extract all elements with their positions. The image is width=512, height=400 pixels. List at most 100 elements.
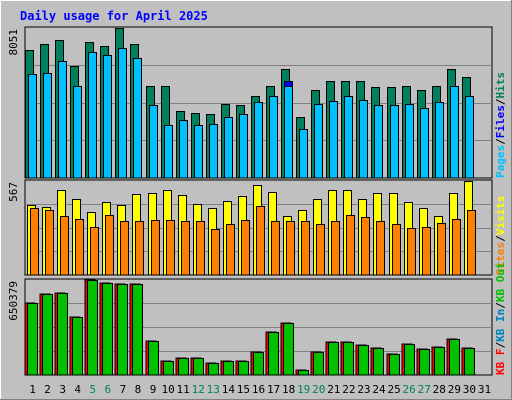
day-label: 25 — [387, 383, 400, 396]
bar-pages — [209, 124, 218, 179]
day-label: 4 — [74, 383, 81, 396]
bar-pages — [149, 105, 158, 179]
legend-separator: / — [494, 138, 507, 145]
legend: KB F/KB In/KB Out — [494, 262, 507, 375]
legend-hits: Hits — [494, 72, 507, 99]
day-label: 19 — [297, 383, 310, 396]
bar-sites — [452, 219, 461, 276]
bar-kb-out — [208, 363, 219, 376]
bar-sites — [90, 227, 99, 276]
max-label: 8051 — [7, 29, 20, 56]
bar-pages — [314, 104, 323, 179]
legend-separator: / — [494, 235, 507, 242]
bar-kb-out — [132, 284, 143, 376]
day-label: 18 — [282, 383, 295, 396]
bar-kb-out — [268, 332, 279, 376]
bar-pages — [269, 96, 278, 179]
bar-kb-out — [328, 342, 339, 376]
legend-files: Files — [494, 105, 507, 138]
day-label: 7 — [120, 383, 127, 396]
bar-kb-out — [449, 339, 460, 376]
day-label: 3 — [59, 383, 66, 396]
bar-kb-out — [434, 347, 445, 376]
legend-kb-out: KB Out — [494, 262, 507, 302]
legend-separator: / — [494, 302, 507, 309]
bar-sites — [45, 210, 54, 276]
day-label: 5 — [89, 383, 96, 396]
bar-sites — [105, 215, 114, 276]
day-label: 11 — [177, 383, 190, 396]
day-label: 14 — [222, 383, 236, 396]
bar-sites — [211, 229, 220, 276]
day-label: 9 — [150, 383, 157, 396]
day-label: 22 — [342, 383, 355, 396]
bar-pages — [164, 125, 173, 179]
bar-pages — [435, 102, 444, 179]
legend-visits: Visits — [494, 196, 507, 236]
bar-sites — [437, 223, 446, 276]
bar-sites — [226, 224, 235, 276]
day-label: 30 — [463, 383, 476, 396]
bar-kb-out — [253, 352, 264, 376]
bar-sites — [392, 224, 401, 276]
bar-pages — [405, 104, 414, 179]
bar-kb-out — [358, 345, 369, 376]
bar-pages — [103, 55, 112, 179]
bar-pages — [73, 86, 82, 179]
bar-kb-out — [117, 284, 128, 376]
bar-sites — [166, 220, 175, 276]
chart-panels: 8051Pages/Files/Hits567Sites/Visits65037… — [7, 26, 507, 376]
bar-kb-out — [193, 358, 204, 376]
bar-kb-out — [298, 370, 309, 376]
bar-kb-out — [343, 342, 354, 376]
legend-sites: Sites — [494, 242, 507, 275]
bar-sites — [241, 220, 250, 276]
bar-sites — [361, 217, 370, 276]
day-label: 8 — [135, 383, 142, 396]
bar-pages — [374, 105, 383, 179]
day-label: 15 — [237, 383, 250, 396]
bar-kb-out — [283, 323, 294, 376]
bar-sites — [316, 224, 325, 276]
bar-sites — [407, 228, 416, 276]
bar-sites — [60, 216, 69, 276]
bar-pages — [43, 73, 52, 179]
bar-sites — [467, 210, 476, 276]
bar-sites — [256, 206, 265, 276]
bar-pages — [465, 96, 474, 179]
day-label: 13 — [207, 383, 220, 396]
bar-kb-out — [72, 317, 83, 376]
bar-kb-out — [87, 280, 98, 376]
bar-sites — [376, 221, 385, 276]
bar-kb-out — [373, 348, 384, 376]
legend-kb-f: KB F — [494, 349, 507, 376]
day-label: 23 — [357, 383, 370, 396]
bar-pages — [284, 86, 293, 179]
bar-pages — [118, 48, 127, 179]
bar-sites — [30, 208, 39, 276]
bar-kb-out — [57, 293, 68, 376]
bar-pages — [390, 105, 399, 179]
bar-pages — [299, 129, 308, 179]
bar-pages — [344, 96, 353, 179]
legend-kb-in: KB In — [494, 309, 507, 342]
bar-kb-out — [419, 349, 430, 376]
bar-kb-out — [27, 303, 38, 376]
bar-kb-out — [389, 354, 400, 376]
bar-sites — [135, 221, 144, 276]
bar-pages — [329, 101, 338, 179]
panel-visits-sites: 567 Sites/Visits — [7, 179, 507, 276]
day-labels: 1 2 3 4 5 6 7 8 9 10 11 12 13 14 15 16 17 18 19 20 21 22 23 24 2… — [29, 383, 491, 396]
bar-sites — [271, 221, 280, 276]
legend-separator: / — [494, 98, 507, 105]
bar-pages — [28, 74, 37, 179]
bar-pages — [359, 100, 368, 179]
day-label: 16 — [252, 383, 265, 396]
day-label: 27 — [418, 383, 431, 396]
legend-pages: Pages — [494, 145, 507, 178]
legend: Pages/Files/Hits — [494, 72, 507, 178]
bar-pages — [179, 120, 188, 179]
day-label: 20 — [312, 383, 325, 396]
